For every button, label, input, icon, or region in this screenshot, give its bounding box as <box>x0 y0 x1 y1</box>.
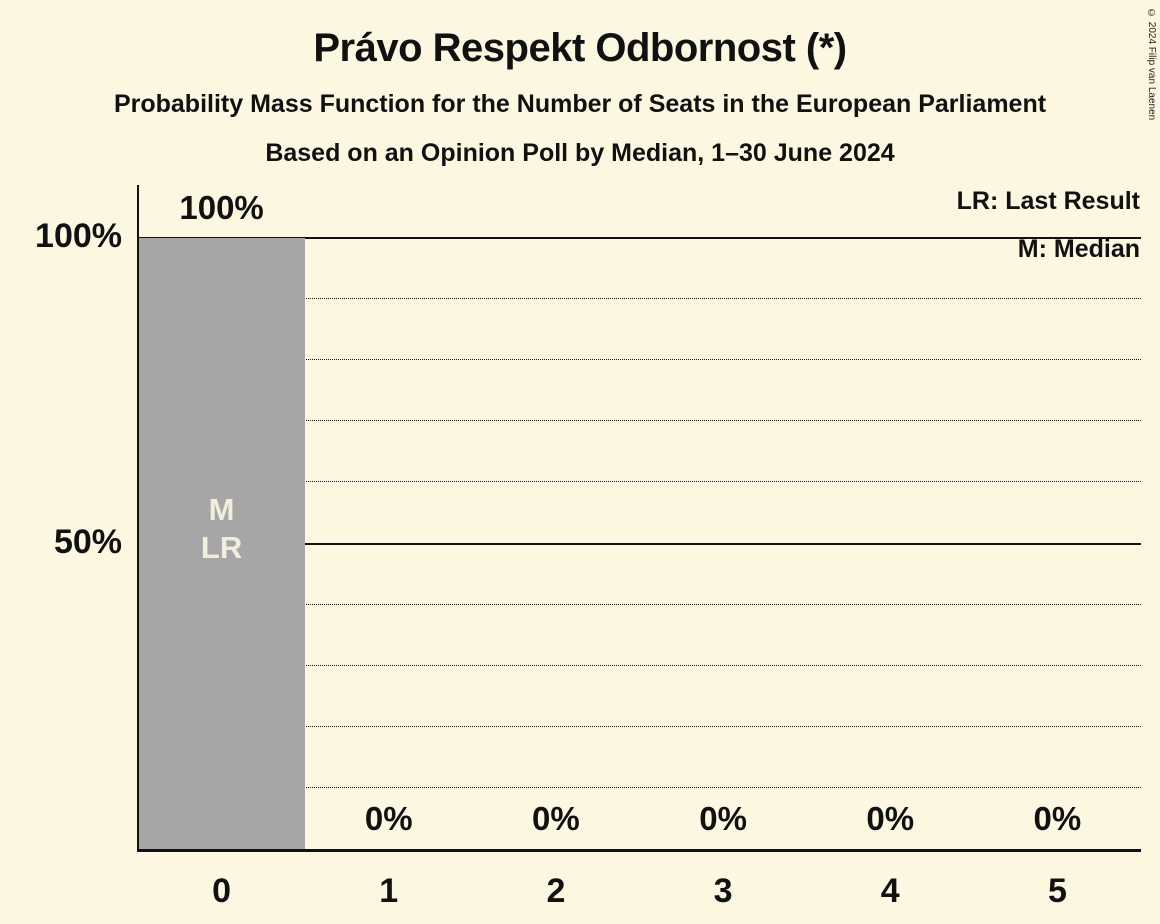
x-axis <box>137 849 1141 852</box>
bar-value-label: 0% <box>1033 800 1082 837</box>
legend-median: M: Median <box>1017 235 1140 263</box>
bar-value-label: 0% <box>699 800 747 837</box>
gridline-dotted <box>138 664 1141 666</box>
bar-value-label: 0% <box>364 800 413 837</box>
bar-value-label: 0% <box>866 800 915 837</box>
gridline-dotted <box>138 481 1141 483</box>
gridline-dotted <box>138 786 1141 788</box>
bar-value-label: 0% <box>532 800 580 837</box>
gridline-dotted <box>138 725 1141 727</box>
chart-subtitle: Probability Mass Function for the Number… <box>113 90 1047 118</box>
gridline-dotted <box>138 603 1141 605</box>
chart-subtitle-source: Based on an Opinion Poll by Median, 1–30… <box>265 139 895 167</box>
x-tick-label: 4 <box>880 872 900 910</box>
legend-last-result: LR: Last Result <box>956 187 1140 215</box>
bar-annotation-lr: LR <box>200 530 243 565</box>
gridline-dotted <box>138 359 1141 361</box>
bar-annotation-m: M <box>208 492 235 527</box>
y-tick-label: 100% <box>35 217 122 255</box>
gridline-solid <box>138 237 1141 239</box>
chart-title: Právo Respekt Odbornost (*) <box>313 26 847 70</box>
gridline-solid <box>138 542 1141 545</box>
x-tick-label: 1 <box>379 872 399 910</box>
copyright-notice: © 2024 Filip van Laenen <box>1146 8 1157 121</box>
x-tick-label: 3 <box>713 872 733 910</box>
bar-seats-0 <box>138 238 306 849</box>
gridline-dotted <box>138 420 1141 422</box>
x-tick-label: 0 <box>212 872 232 910</box>
gridline-dotted <box>138 298 1141 300</box>
bar-value-label: 100% <box>179 189 264 226</box>
x-tick-label: 2 <box>546 872 566 910</box>
y-axis <box>137 185 139 849</box>
y-tick-label: 50% <box>53 522 122 561</box>
x-tick-label: 5 <box>1047 872 1067 910</box>
